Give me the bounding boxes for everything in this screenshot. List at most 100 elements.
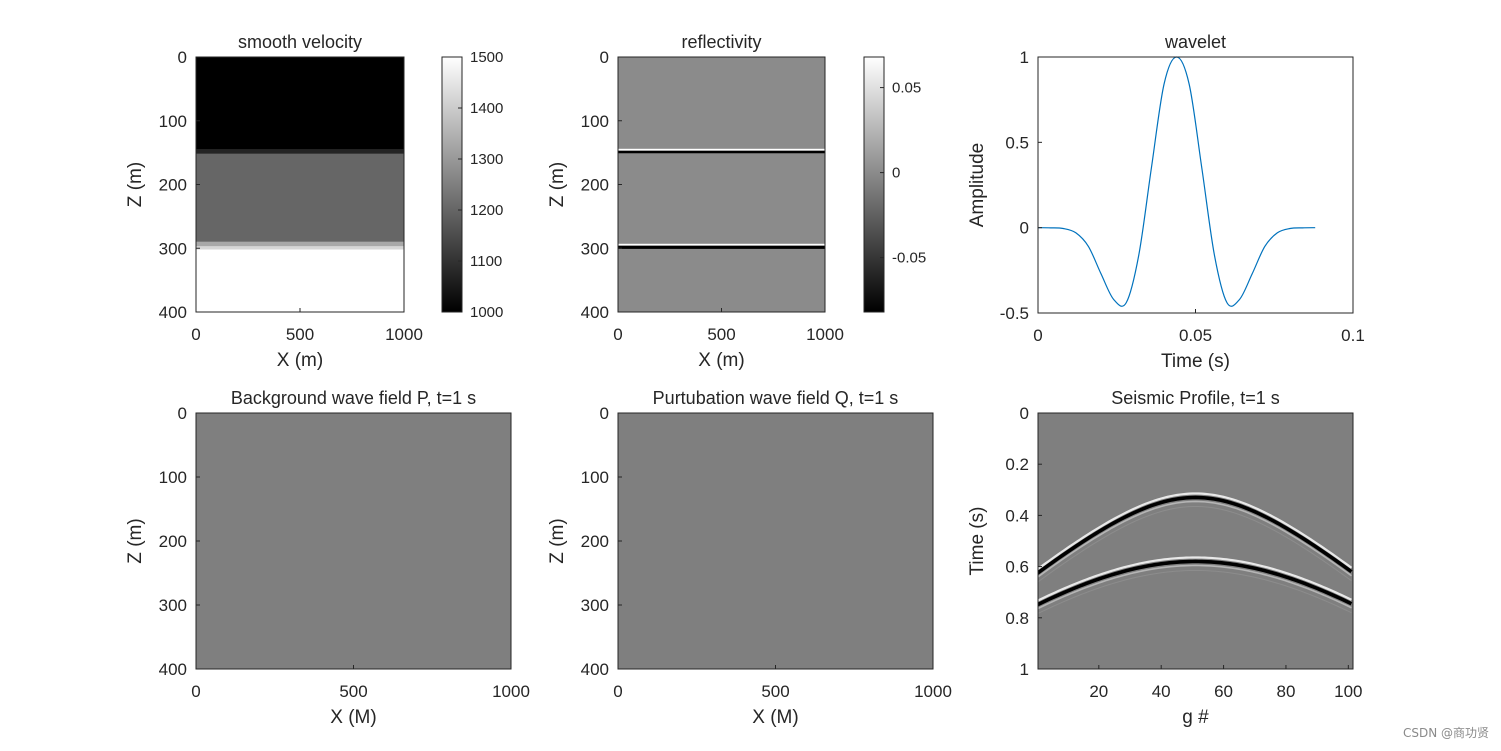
x-axis-label: Time (s)	[1161, 351, 1230, 372]
y-tick-label: 100	[159, 468, 187, 487]
y-tick-label: 400	[581, 303, 609, 322]
x-tick-label: 20	[1089, 682, 1108, 701]
y-tick-label: 400	[581, 660, 609, 679]
velocity-layer	[196, 149, 404, 154]
velocity-layer	[196, 241, 404, 247]
velocity-layer	[196, 57, 404, 150]
y-tick-label: 300	[581, 239, 609, 258]
x-axis-label: X (m)	[698, 350, 744, 371]
chart-title: wavelet	[1164, 32, 1226, 52]
y-tick-label: 1	[1020, 48, 1029, 67]
subplot-smooth-velocity: smooth velocity 0 500 1000 0 100 200 300 400 X (m…	[125, 32, 503, 371]
wavefield-image	[618, 413, 933, 669]
y-tick-label: 400	[159, 660, 187, 679]
y-tick-label: 0	[1020, 404, 1029, 423]
y-tick-label: 200	[159, 176, 187, 195]
x-tick-label: 0	[191, 325, 200, 344]
x-axis-label: g #	[1182, 707, 1209, 728]
colorbar-tick-label: 1300	[470, 151, 503, 168]
y-tick-label: 0.5	[1005, 133, 1029, 152]
colorbar-tick-label: 1100	[470, 253, 502, 270]
x-tick-label: 1000	[806, 325, 844, 344]
event-faint-tail	[1038, 505, 1352, 583]
x-tick-label: 100	[1334, 682, 1362, 701]
y-tick-label: 0.8	[1005, 609, 1029, 628]
velocity-layer	[196, 153, 404, 242]
wavelet-line	[1037, 56, 1316, 307]
x-tick-label: 500	[761, 682, 789, 701]
y-axis-label: Z (m)	[547, 162, 568, 207]
colorbar-gradient	[864, 57, 884, 312]
x-tick-label: 1000	[385, 325, 423, 344]
y-tick-label: 0	[1020, 219, 1029, 238]
chart-title: Purtubation wave field Q, t=1 s	[653, 388, 899, 408]
y-tick-label: -0.5	[1000, 304, 1029, 323]
reflector-band	[618, 245, 825, 249]
y-tick-label: 100	[159, 112, 187, 131]
y-tick-label: 0	[600, 48, 609, 67]
y-axis-label: Z (m)	[547, 518, 568, 563]
x-tick-label: 0	[613, 325, 622, 344]
y-tick-label: 200	[581, 176, 609, 195]
axes-box	[617, 56, 826, 313]
subplot-background-wavefield: Background wave field P, t=1 s 0 500 1000 0 1…	[125, 388, 530, 728]
y-axis-label: Z (m)	[125, 518, 146, 563]
x-axis-label: X (M)	[752, 707, 798, 728]
chart-title: smooth velocity	[238, 32, 362, 52]
colorbar-gradient	[442, 57, 462, 312]
colorbar-tick-label: 0.05	[892, 80, 921, 97]
axes-box	[1037, 412, 1354, 670]
profile-events	[1038, 492, 1353, 615]
x-tick-label: 0	[1033, 326, 1042, 345]
velocity-layer	[196, 246, 404, 250]
colorbar-tick-label: 0	[892, 165, 900, 182]
y-tick-label: 100	[581, 468, 609, 487]
colorbar-tick-label: 1400	[470, 100, 503, 117]
y-tick-label: 0.2	[1005, 455, 1029, 474]
colorbar-box	[441, 56, 463, 313]
chart-title: Seismic Profile, t=1 s	[1111, 388, 1280, 408]
colorbar: -0.05 0 0.05	[863, 56, 926, 313]
axes-box	[195, 412, 512, 670]
event-black-lobe	[1038, 559, 1353, 607]
y-tick-label: 0.6	[1005, 558, 1029, 577]
axes-box	[1037, 56, 1354, 314]
colorbar-tick-label: 1000	[470, 304, 503, 321]
axes-box	[617, 412, 934, 670]
x-tick-label: 0.05	[1179, 326, 1212, 345]
y-axis-label: Z (m)	[125, 162, 146, 207]
event-tail	[1038, 500, 1352, 578]
axes-box	[195, 56, 405, 313]
x-tick-label: 0	[613, 682, 622, 701]
subplot-reflectivity: reflectivity 0 500 1000 0 100 200 300 400 X (m) Z …	[547, 32, 926, 371]
x-tick-label: 1000	[914, 682, 952, 701]
reflectivity-background	[618, 57, 825, 312]
watermark: CSDN @商功贤	[1402, 726, 1489, 740]
y-tick-label: 0	[600, 404, 609, 423]
event-tail	[1038, 564, 1352, 610]
event-faint-tail	[1038, 569, 1352, 615]
y-tick-label: 0.4	[1005, 506, 1029, 525]
velocity-layer	[196, 249, 404, 312]
x-tick-label: 500	[339, 682, 367, 701]
y-tick-label: 1	[1020, 660, 1029, 679]
y-tick-label: 300	[159, 596, 187, 615]
x-axis-label: X (M)	[330, 707, 376, 728]
x-tick-label: 500	[707, 325, 735, 344]
x-tick-label: 1000	[492, 682, 530, 701]
event-white-lobe	[1038, 492, 1353, 571]
event-white-lobe	[1038, 556, 1352, 602]
y-tick-label: 400	[159, 303, 187, 322]
colorbar-tick-label: 1500	[470, 49, 503, 66]
x-tick-label: 80	[1276, 682, 1295, 701]
x-tick-label: 500	[286, 325, 314, 344]
colorbar: 1000 1100 1200 1300 1400 1500	[441, 49, 503, 321]
subplot-perturbation-wavefield: Purtubation wave field Q, t=1 s 0 500 1000 0…	[547, 388, 952, 728]
y-tick-label: 0	[178, 404, 187, 423]
colorbar-box	[863, 56, 885, 313]
y-tick-label: 0	[178, 48, 187, 67]
